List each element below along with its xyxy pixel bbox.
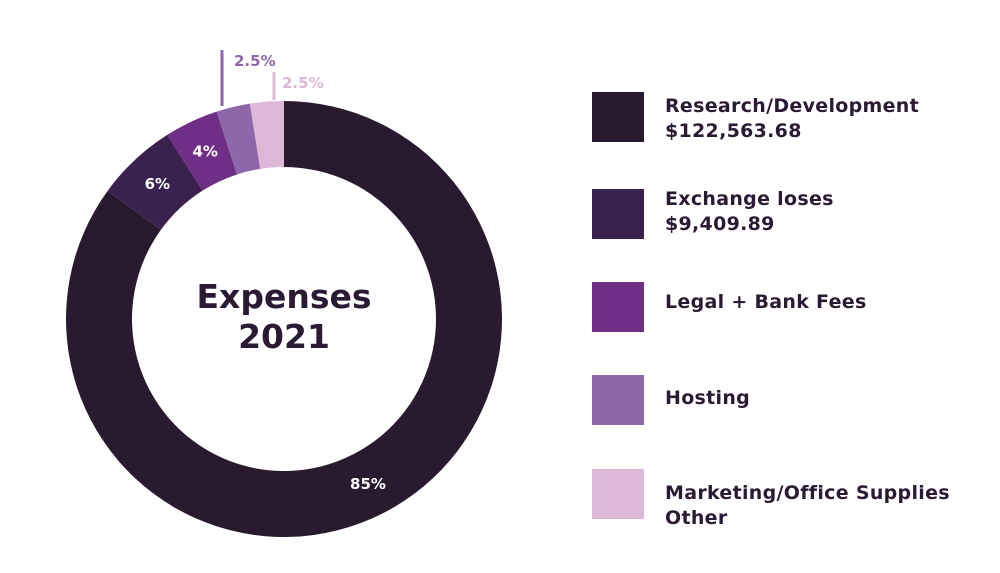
legend-label: Hosting [665,386,750,411]
legend-label: Marketing/Office Supplies Other [665,481,950,531]
slice-value-label-0: 85% [350,475,386,493]
legend-item-exchange: Exchange loses $9,409.89 [592,187,982,241]
legend-item-research: Research/Development $122,563.68 [592,92,982,144]
legend-swatch [592,189,644,239]
legend-label-line-1: Hosting [665,387,751,409]
legend-label-line-1: Legal + Bank Fees [665,291,867,313]
donut-slices [65,101,503,537]
slice-value-label-1: 6% [145,175,170,193]
legend-label: Legal + Bank Fees [665,290,867,315]
donut-slice-4 [249,101,284,169]
legend-label-line-2: Other [665,507,728,529]
legend-item-legal: Legal + Bank Fees [592,282,982,334]
donut-slice-2 [167,111,238,191]
legend-item-hosting: Hosting [592,375,982,427]
donut-slice-3 [216,103,261,175]
legend-label-line-2: $122,563.68 [665,120,802,142]
slice-value-label-3: 2.5% [234,52,276,70]
slice-value-label-2: 4% [192,143,217,161]
chart-title-line-1: Expenses [197,277,372,316]
chart-title-line-2: 2021 [238,317,330,356]
legend-swatch [592,375,644,425]
legend-label: Research/Development $122,563.68 [665,94,919,144]
legend-swatch [592,469,644,519]
legend-item-marketing: Marketing/Office Supplies Other [592,469,982,529]
donut-slice-0 [65,101,503,537]
legend-label-line-1: Marketing/Office Supplies [665,482,950,504]
legend-label-line-1: Exchange loses [665,188,834,210]
legend-label-line-1: Research/Development [665,95,920,117]
slice-labels: 85% 6% 4% 2.5% 2.5% [145,50,386,493]
slice-value-label-4: 2.5% [282,74,324,92]
donut-slice-1 [107,134,203,230]
legend-label-line-2: $9,409.89 [665,213,775,235]
legend-swatch [592,282,644,332]
legend-swatch [592,92,644,142]
legend-label: Exchange loses $9,409.89 [665,187,834,237]
